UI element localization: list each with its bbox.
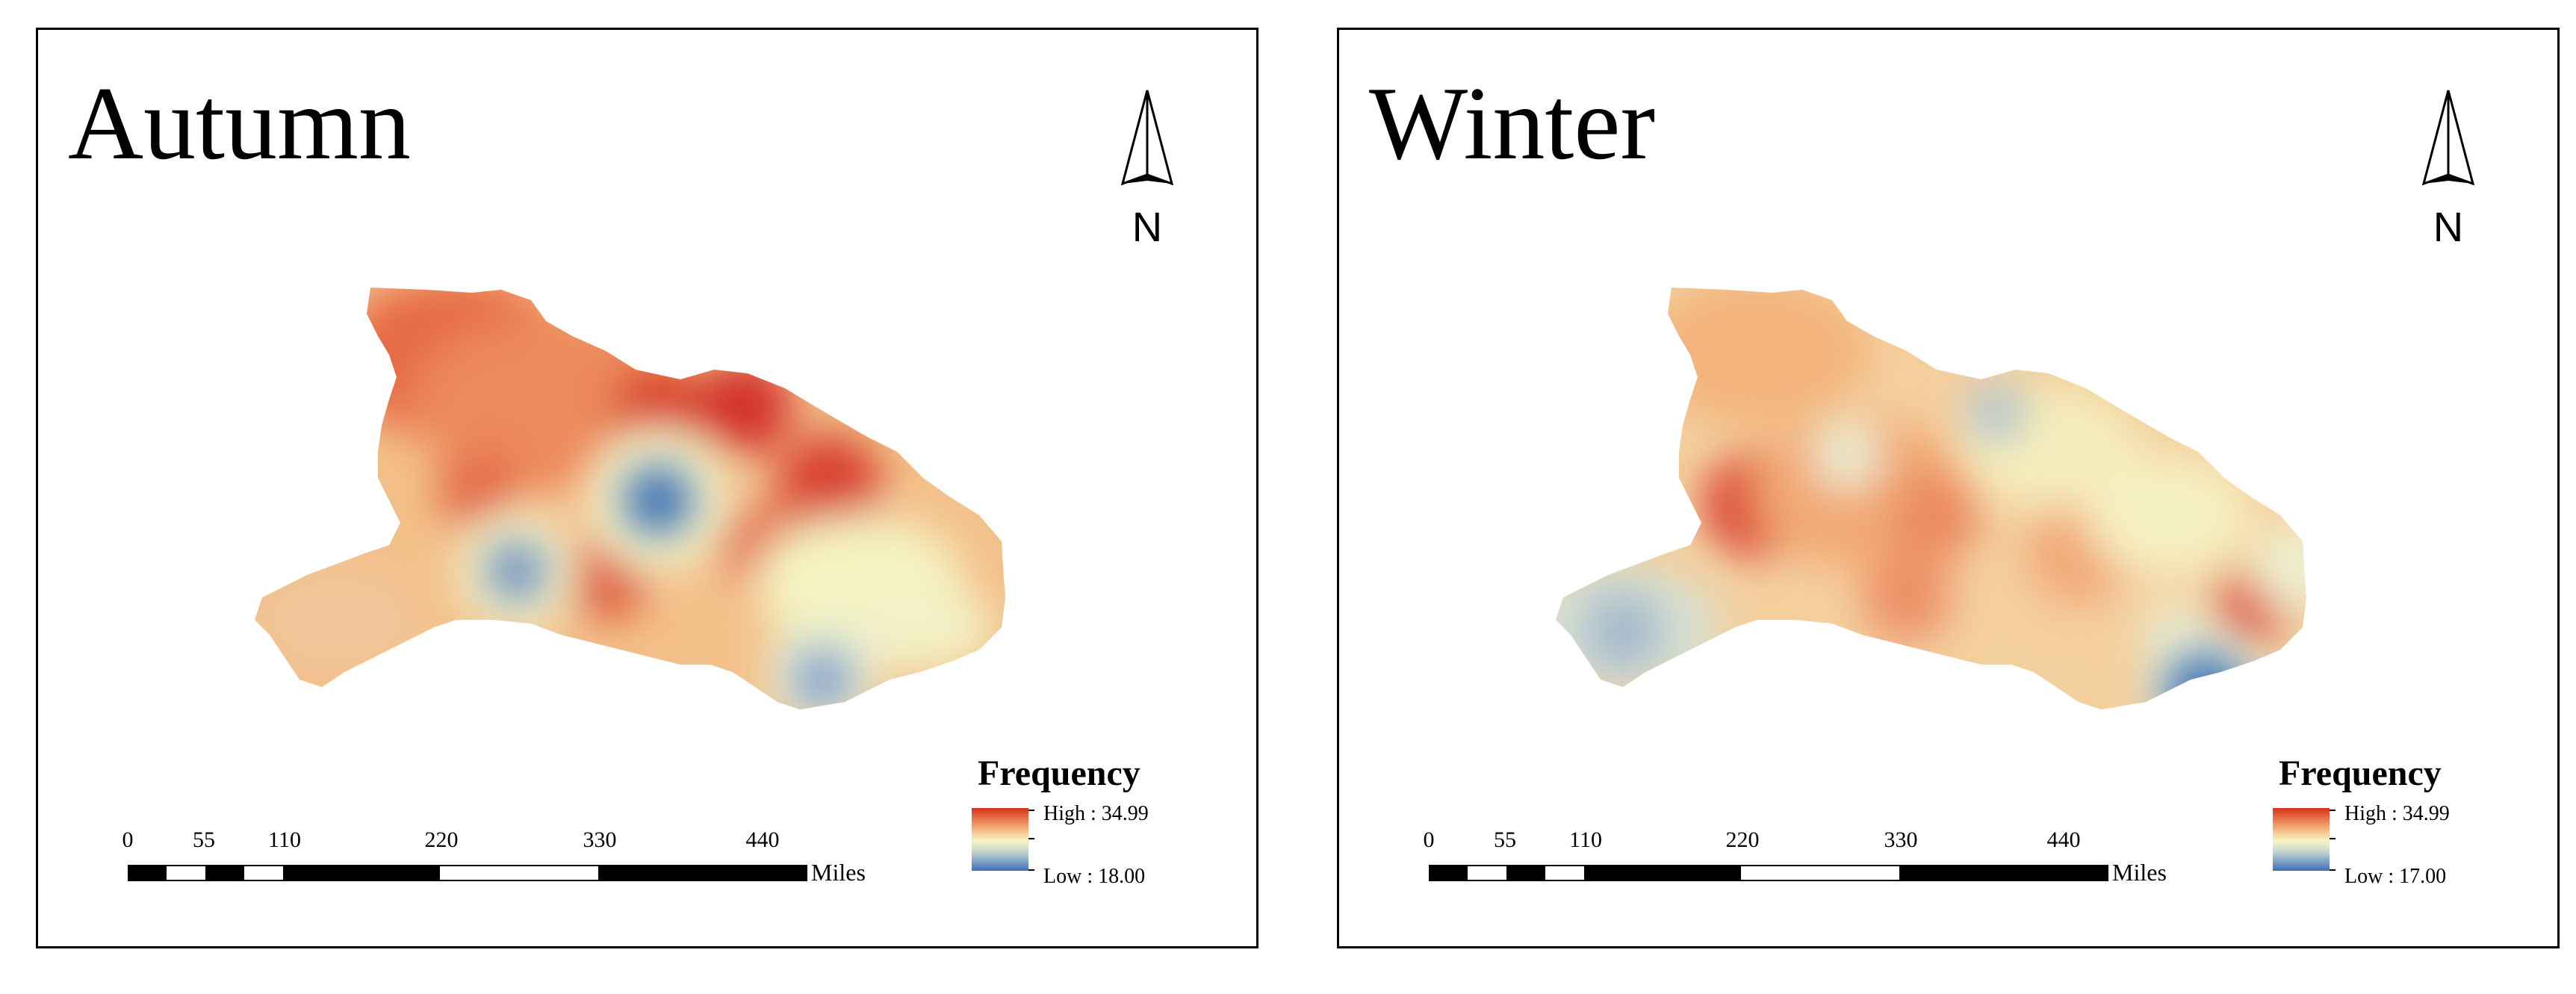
map-panel-autumn: Autumn N 0 55 110 220 330 440 Miles Freq… [36,28,1258,948]
season-title: Winter [1369,66,1656,181]
legend-high-label: High : 34.99 [2344,802,2450,825]
legend-low-label: Low : 18.00 [1043,865,1146,888]
legend-low-label: Low : 17.00 [2344,865,2447,888]
scale-units: Miles [2112,859,2167,886]
scale-bar-segments [1429,865,2108,881]
scale-tick-label: 110 [268,827,301,852]
legend: Frequency High : 34.99 Low : 18.00 [972,756,1241,905]
north-arrow-icon [2421,90,2475,186]
north-arrow: N [2407,87,2489,281]
heatmap-region-winter [1556,288,2306,709]
heatmap-region-autumn [255,288,1005,709]
scale-tick-label: 110 [1569,827,1602,852]
legend-title: Frequency [978,754,1140,793]
map-panel-winter: Winter N 0 55 110 220 330 440 Miles Freq… [1337,28,2560,948]
legend-color-ramp [2273,808,2330,871]
north-arrow: N [1106,87,1188,281]
scale-tick-label: 440 [2046,827,2081,852]
north-arrow-icon [1120,90,1174,186]
scale-bar: 0 55 110 220 330 440 Miles [122,827,890,904]
legend-title: Frequency [2279,754,2442,793]
scale-tick-label: 440 [745,827,780,852]
scale-tick-label: 330 [1884,827,1918,852]
scale-tick-label: 55 [193,827,215,852]
legend-color-ramp [972,808,1028,871]
scale-bar-segments [128,865,807,881]
scale-tick-label: 0 [122,827,134,852]
season-title: Autumn [68,66,411,181]
scale-bar: 0 55 110 220 330 440 Miles [1424,827,2191,904]
scale-tick-label: 220 [424,827,459,852]
north-label: N [1132,203,1163,250]
scale-tick-label: 0 [1423,827,1435,852]
scale-tick-label: 220 [1725,827,1760,852]
scale-tick-label: 330 [583,827,617,852]
scale-tick-label: 55 [1494,827,1516,852]
scale-units: Miles [811,859,866,886]
legend-high-label: High : 34.99 [1043,802,1149,825]
north-label: N [2433,203,2464,250]
legend: Frequency High : 34.99 Low : 17.00 [2273,756,2542,905]
